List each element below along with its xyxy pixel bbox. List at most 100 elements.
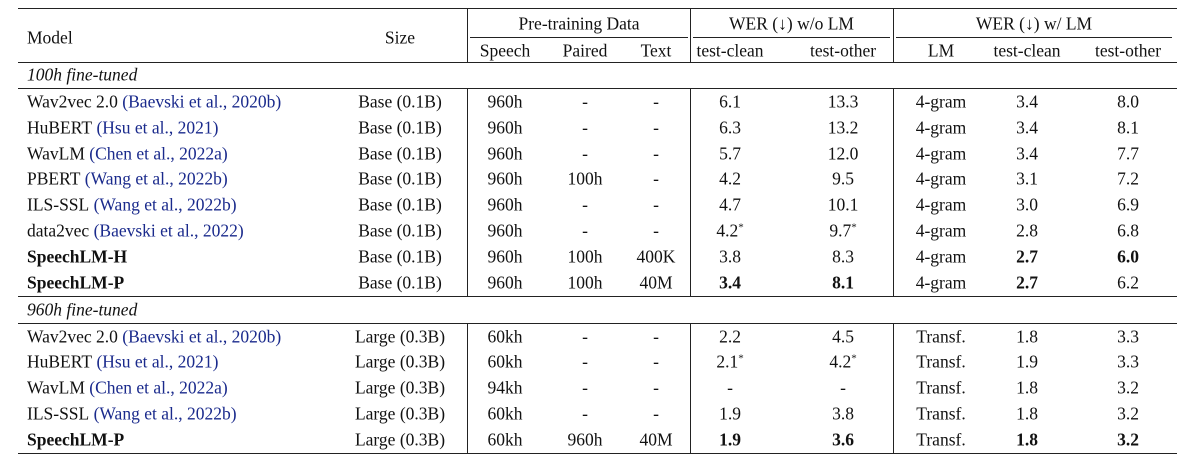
model-name: ILS-SSL: [27, 403, 90, 424]
cell: -: [582, 403, 588, 424]
cell: Large (0.3B): [354, 403, 446, 424]
rule: [18, 322, 1177, 324]
cell: 1.9: [719, 403, 741, 424]
cell: 4-gram: [915, 246, 967, 267]
cell: 40M: [639, 271, 673, 292]
citation: (Chen et al., 2022a): [89, 377, 228, 398]
cell: Transf.: [916, 325, 966, 346]
cell: 1.8: [1016, 429, 1038, 450]
model-name: ILS-SSL: [27, 194, 90, 215]
column-rule: [690, 322, 691, 453]
cell: Base (0.1B): [358, 142, 442, 163]
column-rule: [690, 88, 691, 296]
cell: 13.3: [827, 91, 859, 112]
header-size: Size: [384, 27, 416, 48]
cell: Base (0.1B): [358, 271, 442, 292]
cell: -: [653, 168, 659, 189]
citation: (Baevski et al., 2020b): [122, 91, 282, 112]
cell-mark: *: [851, 352, 857, 365]
citation: (Baevski et al., 2022): [93, 220, 244, 241]
model-cell: WavLM (Chen et al., 2022a): [27, 144, 228, 163]
cell: Transf.: [916, 351, 966, 372]
citation: (Wang et al., 2022b): [93, 403, 237, 424]
cell: 960h: [567, 429, 603, 450]
rule: [470, 37, 688, 38]
cell: Base (0.1B): [358, 117, 442, 138]
cell: 100h: [567, 168, 603, 189]
rule: [693, 37, 890, 38]
rule: [18, 452, 1177, 454]
cell: 1.9: [719, 429, 741, 450]
cell: Large (0.3B): [354, 377, 446, 398]
header-sub: test-clean: [696, 40, 764, 61]
cell: -: [840, 377, 846, 398]
column-rule: [893, 8, 894, 62]
cell: 3.4: [1016, 117, 1038, 138]
cell: 8.1: [1117, 117, 1139, 138]
column-rule: [690, 8, 691, 62]
cell: 960h: [487, 194, 523, 215]
model-cell: ILS-SSL (Wang et al., 2022b): [27, 405, 237, 423]
cell: 9.7*: [829, 222, 856, 240]
header-sub: Speech: [479, 40, 531, 61]
model-name: HuBERT: [27, 117, 93, 138]
cell: -: [653, 142, 659, 163]
header-sub: Paired: [562, 40, 608, 61]
cell: 7.2: [1117, 168, 1139, 189]
cell: 6.1: [719, 91, 741, 112]
cell: 5.7: [719, 142, 741, 163]
model-name: Wav2vec 2.0: [27, 91, 118, 112]
model-cell: ILS-SSL (Wang et al., 2022b): [27, 196, 237, 214]
cell: Large (0.3B): [354, 351, 446, 372]
cell: 1.8: [1016, 325, 1038, 346]
cell: 1.9: [1016, 351, 1038, 372]
cell: 3.2: [1117, 403, 1139, 424]
cell-value: 9.7: [829, 220, 852, 241]
cell-value: 4.2: [716, 220, 739, 241]
header-group: WER (↓) w/ LM: [975, 13, 1093, 34]
cell-value: 4.2: [829, 351, 852, 372]
cell: Transf.: [916, 429, 966, 450]
header-group: WER (↓) w/o LM: [729, 13, 854, 34]
cell: 4.2*: [716, 222, 743, 240]
cell: 4-gram: [915, 271, 967, 292]
cell: 3.8: [719, 246, 741, 267]
header-sub: test-other: [1094, 40, 1162, 61]
cell: 960h: [487, 246, 523, 267]
cell: 4-gram: [915, 194, 967, 215]
cell: -: [653, 377, 659, 398]
rule: [18, 88, 1177, 89]
header-group: Pre-training Data: [518, 13, 640, 34]
model-cell: HuBERT (Hsu et al., 2021): [27, 117, 219, 138]
citation: (Hsu et al., 2021): [96, 117, 219, 138]
cell: 100h: [567, 271, 603, 292]
cell: 3.3: [1117, 351, 1139, 372]
column-rule: [893, 88, 894, 296]
cell: 10.1: [827, 194, 859, 215]
cell: Base (0.1B): [358, 220, 442, 241]
cell-mark: *: [738, 352, 744, 365]
cell: 2.1*: [716, 351, 744, 372]
cell: -: [653, 220, 659, 241]
cell: 960h: [487, 271, 523, 292]
cell: -: [582, 351, 588, 372]
model-name: WavLM: [27, 377, 85, 398]
cell: 3.3: [1117, 325, 1139, 346]
cell: 3.2: [1117, 377, 1139, 398]
cell: Large (0.3B): [354, 429, 446, 450]
header-model: Model: [27, 27, 73, 48]
model-name: SpeechLM-H: [27, 246, 128, 267]
cell: 60kh: [487, 403, 523, 424]
cell-value: 2.1: [716, 351, 739, 372]
model-cell: data2vec (Baevski et al., 2022): [27, 222, 244, 240]
header-sub: LM: [927, 40, 955, 61]
cell: -: [582, 194, 588, 215]
cell: 2.2: [719, 325, 741, 346]
cell: 1.8: [1016, 403, 1038, 424]
column-rule: [467, 8, 468, 62]
cell: Transf.: [916, 377, 966, 398]
header-sub: Text: [640, 40, 672, 61]
cell: -: [582, 91, 588, 112]
cell: Transf.: [916, 403, 966, 424]
cell: 6.2: [1117, 271, 1139, 292]
